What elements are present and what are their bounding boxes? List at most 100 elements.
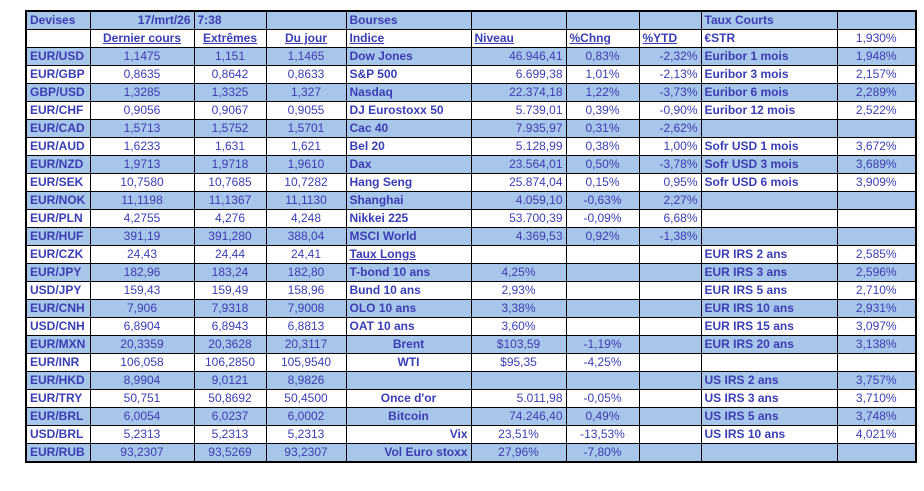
niveau-value[interactable]: 5.739,01 — [470, 101, 567, 120]
ytd-value[interactable] — [638, 371, 702, 390]
taux-label-cell[interactable]: Euribor 3 mois — [700, 65, 838, 84]
taux-label-cell[interactable]: Euribor 6 mois — [700, 83, 838, 102]
ytd-value[interactable]: -0,90% — [638, 101, 702, 120]
niveau-value[interactable]: 23.564,01 — [470, 155, 567, 174]
ytd-value[interactable] — [638, 443, 702, 463]
taux-label-cell[interactable]: EUR IRS 15 ans — [700, 317, 838, 336]
dernier-cours-value[interactable]: 0,8635 — [89, 65, 195, 84]
taux-value[interactable]: 3,097% — [836, 317, 917, 336]
indice-name-cell[interactable]: Nasdaq — [345, 83, 472, 102]
indice-name-cell[interactable]: WTI — [345, 353, 472, 372]
indice-name-cell[interactable]: Once d'or — [345, 389, 472, 408]
taux-label-cell[interactable]: Sofr USD 6 mois — [700, 173, 838, 192]
niveau-value[interactable]: 4.369,53 — [470, 227, 567, 246]
chng-value[interactable]: -0,05% — [565, 389, 640, 408]
extremes-value[interactable]: 20,3628 — [193, 335, 267, 354]
taux-label-cell[interactable]: EUR IRS 3 ans — [700, 263, 838, 282]
ytd-value[interactable] — [638, 281, 702, 300]
currency-pair-cell[interactable]: EUR/CZK — [25, 245, 91, 264]
indice-name-cell[interactable]: Dax — [345, 155, 472, 174]
dernier-cours-value[interactable]: 11,1198 — [89, 191, 195, 210]
indice-name-cell[interactable]: Taux Longs — [345, 245, 472, 264]
du-jour-value[interactable]: 7,9008 — [265, 299, 347, 318]
currency-pair-cell[interactable]: EUR/PLN — [25, 209, 91, 228]
currency-pair-cell[interactable]: EUR/AUD — [25, 137, 91, 156]
extremes-value[interactable]: 6,0237 — [193, 407, 267, 426]
extremes-value[interactable]: 0,8642 — [193, 65, 267, 84]
dernier-cours-value[interactable]: 1,5713 — [89, 119, 195, 138]
taux-label-cell[interactable] — [700, 227, 838, 246]
dernier-cours-value[interactable]: 4,2755 — [89, 209, 195, 228]
niveau-value[interactable]: 23,51% — [470, 425, 567, 444]
dernier-cours-value[interactable]: 20,3359 — [89, 335, 195, 354]
currency-pair-cell[interactable]: USD/JPY — [25, 281, 91, 300]
extremes-value[interactable]: 93,5269 — [193, 443, 267, 463]
chng-value[interactable] — [565, 245, 640, 264]
chng-value[interactable]: 0,31% — [565, 119, 640, 138]
currency-pair-cell[interactable]: EUR/HUF — [25, 227, 91, 246]
currency-pair-cell[interactable]: EUR/MXN — [25, 335, 91, 354]
taux-label-cell[interactable] — [700, 209, 838, 228]
currency-pair-cell[interactable]: GBP/USD — [25, 83, 91, 102]
du-jour-value[interactable]: 6,0002 — [265, 407, 347, 426]
taux-value[interactable]: 3,672% — [836, 137, 917, 156]
dernier-cours-value[interactable]: 182,96 — [89, 263, 195, 282]
chng-value[interactable]: 1,22% — [565, 83, 640, 102]
du-jour-value[interactable]: 8,9826 — [265, 371, 347, 390]
du-jour-value[interactable]: 1,1465 — [265, 47, 347, 66]
taux-value[interactable]: 4,021% — [836, 425, 917, 444]
du-jour-value[interactable]: 1,327 — [265, 83, 347, 102]
ytd-value[interactable]: 0,95% — [638, 173, 702, 192]
ytd-value[interactable]: -2,13% — [638, 65, 702, 84]
taux-value[interactable]: 2,289% — [836, 83, 917, 102]
taux-label-cell[interactable]: Euribor 1 mois — [700, 47, 838, 66]
ytd-value[interactable] — [638, 245, 702, 264]
extremes-value[interactable]: 10,7685 — [193, 173, 267, 192]
extremes-value[interactable]: 1,5752 — [193, 119, 267, 138]
du-jour-value[interactable]: 50,4500 — [265, 389, 347, 408]
currency-pair-cell[interactable]: EUR/CNH — [25, 299, 91, 318]
taux-value[interactable]: 3,689% — [836, 155, 917, 174]
ytd-value[interactable] — [638, 353, 702, 372]
indice-name-cell[interactable]: Nikkei 225 — [345, 209, 472, 228]
ytd-value[interactable] — [638, 425, 702, 444]
dernier-cours-value[interactable]: 391,19 — [89, 227, 195, 246]
niveau-value[interactable]: 4.059,10 — [470, 191, 567, 210]
du-jour-value[interactable]: 388,04 — [265, 227, 347, 246]
indice-name-cell[interactable]: S&P 500 — [345, 65, 472, 84]
taux-label-cell[interactable]: US IRS 3 ans — [700, 389, 838, 408]
taux-label-cell[interactable]: Sofr USD 3 mois — [700, 155, 838, 174]
empty-cell[interactable] — [265, 10, 347, 30]
taux-label-cell[interactable]: Euribor 12 mois — [700, 101, 838, 120]
extremes-value[interactable]: 24,44 — [193, 245, 267, 264]
header-ytd[interactable]: %YTD — [638, 29, 702, 48]
extremes-value[interactable]: 183,24 — [193, 263, 267, 282]
ytd-value[interactable]: -1,38% — [638, 227, 702, 246]
header-indice[interactable]: Indice — [345, 29, 472, 48]
taux-value[interactable]: 2,585% — [836, 245, 917, 264]
currency-pair-cell[interactable]: EUR/USD — [25, 47, 91, 66]
header-dernier-cours[interactable]: Dernier cours — [89, 29, 195, 48]
du-jour-value[interactable]: 105,9540 — [265, 353, 347, 372]
extremes-value[interactable]: 9,0121 — [193, 371, 267, 390]
taux-value[interactable]: 3,757% — [836, 371, 917, 390]
taux-label-cell[interactable]: EUR IRS 5 ans — [700, 281, 838, 300]
chng-value[interactable]: 0,39% — [565, 101, 640, 120]
ytd-value[interactable]: -3,73% — [638, 83, 702, 102]
currency-pair-cell[interactable]: EUR/NZD — [25, 155, 91, 174]
taux-value[interactable] — [836, 191, 917, 210]
taux-value[interactable]: 3,138% — [836, 335, 917, 354]
dernier-cours-value[interactable]: 6,8904 — [89, 317, 195, 336]
chng-value[interactable]: 0,92% — [565, 227, 640, 246]
extremes-value[interactable]: 6,8943 — [193, 317, 267, 336]
indice-name-cell[interactable]: Cac 40 — [345, 119, 472, 138]
ytd-value[interactable] — [638, 263, 702, 282]
time-cell[interactable]: 7:38 — [193, 10, 267, 30]
estr-label[interactable]: €STR — [700, 29, 838, 48]
chng-value[interactable]: -0,09% — [565, 209, 640, 228]
du-jour-value[interactable]: 0,8633 — [265, 65, 347, 84]
header-du-jour[interactable]: Du jour — [265, 29, 347, 48]
du-jour-value[interactable]: 1,621 — [265, 137, 347, 156]
niveau-value[interactable]: 7.935,97 — [470, 119, 567, 138]
ytd-value[interactable]: 1,00% — [638, 137, 702, 156]
